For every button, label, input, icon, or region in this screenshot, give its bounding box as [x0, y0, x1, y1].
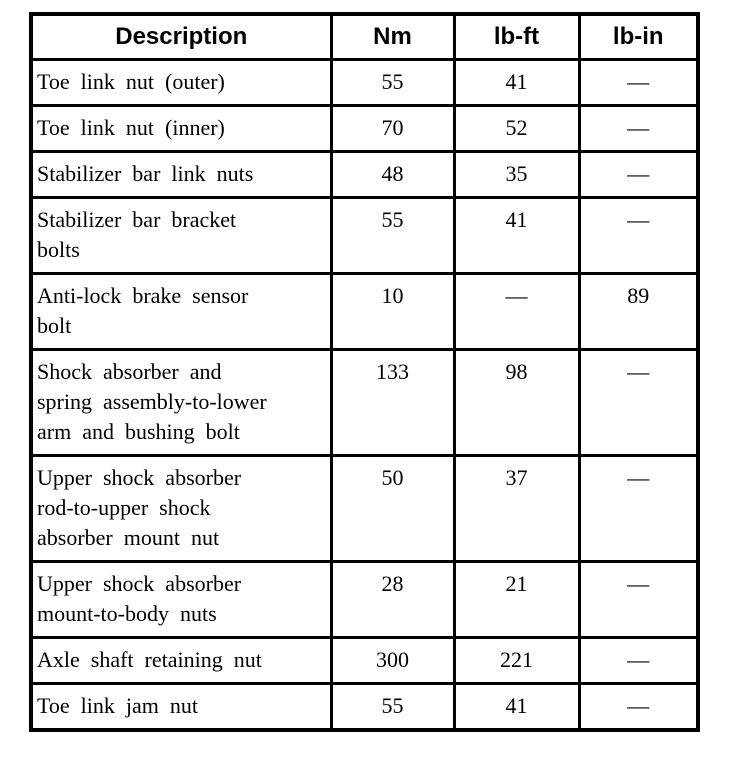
- table-row: Anti-lock brake sensor bolt 10 — 89: [29, 272, 700, 351]
- cell-lb-in: —: [577, 196, 700, 275]
- cell-nm: 300: [329, 636, 456, 685]
- table-row: Upper shock absorber rod-to-upper shock …: [29, 454, 700, 563]
- table-row: Toe link jam nut 55 41 —: [29, 682, 700, 732]
- table-row: Upper shock absorber mount-to-body nuts …: [29, 560, 700, 639]
- cell-lb-in: —: [577, 682, 700, 732]
- cell-lb-in: 89: [577, 272, 700, 351]
- cell-nm: 48: [329, 150, 456, 199]
- cell-nm: 55: [329, 58, 456, 107]
- cell-description: Upper shock absorber mount-to-body nuts: [29, 560, 333, 639]
- description-text: Toe link nut (inner): [37, 115, 225, 140]
- cell-description: Axle shaft retaining nut: [29, 636, 333, 685]
- cell-description: Toe link nut (outer): [29, 58, 333, 107]
- cell-description: Toe link nut (inner): [29, 104, 333, 153]
- cell-nm: 28: [329, 560, 456, 639]
- cell-lb-in: —: [577, 348, 700, 457]
- cell-lb-ft: 41: [452, 196, 581, 275]
- cell-lb-ft: 21: [452, 560, 581, 639]
- description-text: Toe link nut (outer): [37, 69, 225, 94]
- column-header-nm: Nm: [329, 12, 456, 61]
- cell-description: Stabilizer bar link nuts: [29, 150, 333, 199]
- table-row: Stabilizer bar link nuts 48 35 —: [29, 150, 700, 199]
- cell-lb-ft: 41: [452, 58, 581, 107]
- description-text: Upper shock absorber mount-to-body nuts: [37, 571, 242, 626]
- column-header-description: Description: [29, 12, 333, 61]
- cell-lb-ft: 52: [452, 104, 581, 153]
- cell-lb-in: —: [577, 104, 700, 153]
- cell-nm: 55: [329, 196, 456, 275]
- cell-lb-in: —: [577, 454, 700, 563]
- cell-description: Anti-lock brake sensor bolt: [29, 272, 333, 351]
- description-text: Anti-lock brake sensor bolt: [37, 283, 249, 338]
- cell-description: Upper shock absorber rod-to-upper shock …: [29, 454, 333, 563]
- cell-lb-in: —: [577, 560, 700, 639]
- description-text: Toe link jam nut: [37, 693, 198, 718]
- cell-description: Toe link jam nut: [29, 682, 333, 732]
- table-row: Toe link nut (outer) 55 41 —: [29, 58, 700, 107]
- cell-nm: 70: [329, 104, 456, 153]
- cell-nm: 50: [329, 454, 456, 563]
- torque-spec-table: Description Nm lb-ft lb-in Toe link nut …: [29, 12, 700, 732]
- cell-lb-ft: 41: [452, 682, 581, 732]
- cell-nm: 133: [329, 348, 456, 457]
- column-header-lb-in: lb-in: [577, 12, 700, 61]
- description-text: Axle shaft retaining nut: [37, 647, 262, 672]
- column-header-lb-ft: lb-ft: [452, 12, 581, 61]
- description-text: Shock absorber and spring assembly-to-lo…: [37, 359, 267, 444]
- cell-lb-ft: 221: [452, 636, 581, 685]
- header-row: Description Nm lb-ft lb-in: [29, 12, 700, 61]
- cell-lb-ft: 98: [452, 348, 581, 457]
- cell-lb-ft: 37: [452, 454, 581, 563]
- table-row: Toe link nut (inner) 70 52 —: [29, 104, 700, 153]
- cell-lb-ft: 35: [452, 150, 581, 199]
- description-text: Stabilizer bar link nuts: [37, 161, 254, 186]
- cell-nm: 55: [329, 682, 456, 732]
- cell-description: Stabilizer bar bracket bolts: [29, 196, 333, 275]
- cell-nm: 10: [329, 272, 456, 351]
- description-text: Upper shock absorber rod-to-upper shock …: [37, 465, 242, 550]
- cell-lb-in: —: [577, 58, 700, 107]
- cell-lb-in: —: [577, 150, 700, 199]
- description-text: Stabilizer bar bracket bolts: [37, 207, 237, 262]
- table-row: Shock absorber and spring assembly-to-lo…: [29, 348, 700, 457]
- table-row: Axle shaft retaining nut 300 221 —: [29, 636, 700, 685]
- table-row: Stabilizer bar bracket bolts 55 41 —: [29, 196, 700, 275]
- cell-lb-ft: —: [452, 272, 581, 351]
- cell-description: Shock absorber and spring assembly-to-lo…: [29, 348, 333, 457]
- cell-lb-in: —: [577, 636, 700, 685]
